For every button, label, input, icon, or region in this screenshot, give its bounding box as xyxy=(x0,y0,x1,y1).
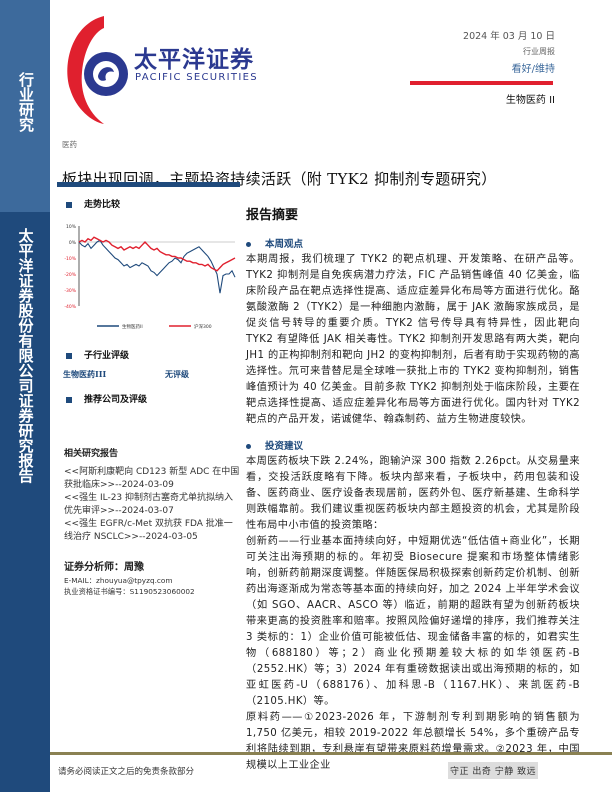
y-tick-label: -30% xyxy=(64,288,76,294)
sub-rating-heading: 子行业评级 xyxy=(66,348,129,361)
series-line-biopharma xyxy=(78,239,236,294)
related-report-link[interactable]: <<强生 IL-23 抑制剂古塞奇尤单抗拟纳入优先审评>>--2024-03-0… xyxy=(64,493,234,516)
y-tick-label: -20% xyxy=(64,272,76,278)
legend-label: 沪深300 xyxy=(194,323,212,330)
series-line-csi300 xyxy=(78,236,236,272)
footer-disclaimer: 请务必阅读正文之后的免责条款部分 xyxy=(58,767,195,777)
square-bullet-icon xyxy=(66,352,72,359)
weekly-view-section: 本周观点 本期周报，我们梳理了 TYK2 的靶点机理、开发策略、在研产品等。TY… xyxy=(246,236,580,428)
advice-paragraph: 创新药——行业基本面持续向好，中短期优选“低估值+商业化”，长期可关注出海预期的… xyxy=(246,536,580,707)
recommend-heading-text: 推荐公司及评级 xyxy=(84,395,148,405)
summary-body: 本周观点 本期周报，我们梳理了 TYK2 的靶点机理、开发策略、在研产品等。TY… xyxy=(246,236,580,774)
left-sidebar: 行业研究 太平洋证券股份有限公司证券研究报告 xyxy=(0,0,50,792)
summary-title: 报告摘要 xyxy=(246,208,299,223)
brand-name-en: PACIFIC SECURITIES xyxy=(135,72,258,83)
sidebar-top-band xyxy=(0,0,50,212)
sub-industry-name: 生物医药III xyxy=(63,369,107,379)
sector-name: 生物医药 II xyxy=(505,95,555,106)
legend-label: 生物医药II xyxy=(122,323,143,330)
related-report-link[interactable]: <<阿斯利康靶向 CD123 新型 ADC 在中国获批临床>>--2024-03… xyxy=(64,467,240,490)
trend-heading: 走势比较 xyxy=(66,197,120,210)
related-heading: 相关研究报告 xyxy=(64,449,119,459)
weekly-view-text: 本期周报，我们梳理了 TYK2 的靶点机理、开发策略、在研产品等。TYK2 抑制… xyxy=(246,254,580,425)
advice-heading: 投资建议 xyxy=(246,438,580,452)
report-date: 2024 年 03 月 10 日 xyxy=(463,31,555,42)
industry-rating: 看好/维持 xyxy=(511,64,555,75)
bullet-icon xyxy=(246,242,251,247)
investment-advice-section: 投资建议 本周医药板块下跌 2.24%，跑输沪深 300 指数 2.26pct。… xyxy=(246,438,580,774)
sidebar-top-label: 行业研究 xyxy=(17,72,35,132)
y-tick-label: -40% xyxy=(64,304,76,310)
report-type: 行业周报 xyxy=(523,47,555,56)
sidebar-bottom-label: 太平洋证券股份有限公司证券研究报告 xyxy=(16,228,35,483)
weekly-view-heading: 本周观点 xyxy=(246,236,580,250)
related-reports: 相关研究报告 <<阿斯利康靶向 CD123 新型 ADC 在中国获批临床>>--… xyxy=(64,446,240,544)
y-tick-label: 10% xyxy=(66,224,77,230)
left-column-bar xyxy=(57,182,240,187)
bullet-icon xyxy=(246,444,251,449)
y-tick-label: -10% xyxy=(64,256,76,262)
category-label: 医药 xyxy=(62,140,77,149)
analyst-info: 证券分析师：周豫 E-MAIL：zhouyua@tpyzq.com 执业资格证书… xyxy=(64,558,240,597)
sub-rating-heading-text: 子行业评级 xyxy=(84,351,130,361)
header-divider xyxy=(410,81,553,85)
square-bullet-icon xyxy=(66,396,72,403)
analyst-name: 证券分析师：周豫 xyxy=(64,562,144,573)
advice-paragraph: 本周医药板块下跌 2.24%，跑输沪深 300 指数 2.26pct。从交易量来… xyxy=(246,456,580,531)
analyst-email[interactable]: E-MAIL：zhouyua@tpyzq.com xyxy=(64,576,173,585)
weekly-view-heading-text: 本周观点 xyxy=(265,239,304,250)
left-lower-column: 相关研究报告 <<阿斯利康靶向 CD123 新型 ADC 在中国获批临床>>--… xyxy=(64,446,240,597)
footer-motto: 守正 出奇 宁静 致远 xyxy=(448,762,539,779)
recommend-heading: 推荐公司及评级 xyxy=(66,392,147,405)
advice-heading-text: 投资建议 xyxy=(265,441,304,452)
brand-name-cn: 太平洋证券 xyxy=(134,47,254,73)
y-tick-label: 0% xyxy=(69,240,77,246)
company-logo-icon xyxy=(67,16,128,124)
trend-heading-text: 走势比较 xyxy=(84,200,121,210)
trend-chart: 10% 0% -10% -20% -30% -40% 生物医药II 沪深300 xyxy=(64,224,236,330)
square-bullet-icon xyxy=(66,201,72,208)
advice-paragraph: 原料药——①2023-2026 年，下游制剂专利到期影响的销售额为 1,750 … xyxy=(246,712,580,771)
analyst-license: 执业资格证书编号：S1190523060002 xyxy=(64,587,195,596)
related-report-link[interactable]: <<强生 EGFR/c-Met 双抗获 FDA 批准一线治疗 NSCLC>>--… xyxy=(64,519,233,542)
footer-divider xyxy=(50,752,612,755)
sub-industry-rating: 无评级 xyxy=(165,369,189,379)
